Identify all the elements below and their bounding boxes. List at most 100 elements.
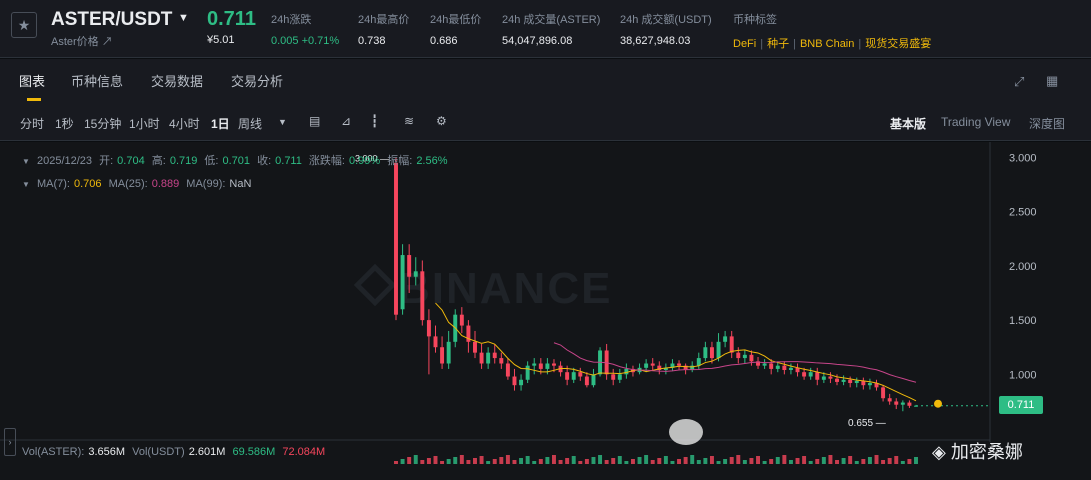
- tab-trading-data[interactable]: 交易数据: [151, 74, 204, 89]
- candle-body: [492, 352, 497, 359]
- volume-bar: [571, 456, 576, 464]
- candlestick-icon[interactable]: ┇: [371, 114, 379, 128]
- volume-bar: [821, 457, 826, 464]
- live-dot: [934, 399, 942, 408]
- candle-body: [854, 380, 859, 384]
- stat-24h-change: 24h涨跌 0.005 +0.71%: [271, 11, 339, 47]
- stat-24h-volume: 24h 成交量(ASTER) 54,047,896.08: [502, 11, 600, 47]
- volume-bar: [881, 460, 886, 464]
- tag-bnb-chain[interactable]: BNB Chain: [799, 38, 855, 50]
- low-price-label: 0.655 —: [848, 418, 886, 429]
- volume-bar: [499, 457, 504, 464]
- symbol-subtitle-link[interactable]: Aster价格 ↗: [51, 36, 113, 48]
- chevron-down-icon[interactable]: ▼: [178, 12, 189, 24]
- amplitude-label: 振幅:: [387, 155, 413, 167]
- volume-bar: [400, 459, 405, 464]
- candle-body: [742, 354, 747, 359]
- volume-bar: [703, 458, 708, 464]
- ma7-label: MA(7):: [36, 178, 70, 190]
- volume-bar: [617, 456, 622, 464]
- volume-bar: [604, 460, 609, 464]
- volume-bar: [663, 456, 668, 464]
- candle-body: [532, 363, 537, 366]
- ma7-line: [435, 302, 917, 402]
- volume-bar: [841, 458, 846, 464]
- timeframe-line[interactable]: 分时: [20, 117, 45, 131]
- indicator-icon[interactable]: ≋: [404, 114, 415, 128]
- candle-body: [782, 365, 787, 371]
- open-label: 开:: [99, 155, 114, 167]
- star-favorite-icon[interactable]: ★: [11, 12, 37, 38]
- candle-body: [828, 376, 833, 379]
- volume-bar: [545, 457, 550, 464]
- candle-body: [578, 372, 583, 377]
- tab-chart[interactable]: 图表: [19, 74, 46, 89]
- candle-body: [440, 347, 445, 364]
- candle-body: [690, 365, 695, 371]
- volume-bar: [591, 457, 596, 464]
- tag-defi[interactable]: DeFi: [733, 38, 757, 50]
- candle-body: [459, 314, 464, 326]
- tag-spot-event[interactable]: 现货交易盛宴: [865, 38, 932, 50]
- caret-down-icon[interactable]: ▼: [278, 117, 287, 127]
- candle-body: [433, 336, 438, 348]
- timeframe-1h[interactable]: 1小时: [129, 117, 160, 131]
- candle-body: [670, 363, 675, 368]
- tab-coin-info[interactable]: 币种信息: [71, 74, 124, 89]
- last-price-cny: ¥5.01: [207, 34, 235, 46]
- chart-type-icon[interactable]: ⊿: [341, 114, 352, 128]
- timeframe-4h[interactable]: 4小时: [169, 117, 200, 131]
- timeframe-1s[interactable]: 1秒: [55, 117, 74, 131]
- stat-value: 0.005 +0.71%: [271, 35, 340, 47]
- expand-icon[interactable]: ⤢: [1014, 74, 1025, 89]
- tag-seed[interactable]: 种子: [767, 38, 790, 50]
- settings-icon[interactable]: ⚙: [436, 114, 447, 128]
- volume-bar: [565, 458, 570, 464]
- volume-bar: [690, 455, 695, 464]
- volume-bar: [815, 459, 820, 464]
- expand-panel-handle[interactable]: ›: [4, 428, 16, 456]
- author-name: 加密桑娜: [950, 442, 1023, 462]
- candle-body: [802, 372, 807, 377]
- volume-bar: [749, 458, 754, 464]
- tags-label: 币种标签: [733, 14, 777, 26]
- candle-body: [788, 367, 793, 371]
- view-tradingview[interactable]: Trading View: [941, 115, 1011, 129]
- ma25-line: [553, 342, 917, 383]
- high-label: 高:: [151, 155, 166, 167]
- stat-label: 24h 成交额(USDT): [620, 14, 712, 26]
- candlestick-chart[interactable]: 3.000 2.500 2.000 1.500 1.000 3.000 — 0.655 —: [0, 142, 1091, 480]
- volume-bar: [453, 457, 458, 464]
- candle-body: [426, 320, 431, 337]
- candle-body: [867, 383, 872, 386]
- tab-trading-analysis[interactable]: 交易分析: [231, 74, 284, 89]
- chart-area[interactable]: BINANCE 3.000 2.500 2.000 1.500 1.000 3.000 —…: [0, 142, 1091, 480]
- timeframe-weekly[interactable]: 周线: [238, 117, 263, 131]
- layout-grid-icon[interactable]: ▦: [1046, 73, 1059, 88]
- view-basic[interactable]: 基本版: [890, 117, 927, 131]
- volume-bar: [723, 459, 728, 464]
- volume-bar: [887, 458, 892, 464]
- volume-bar: [459, 455, 464, 464]
- last-price-axis-label: 0.711: [999, 396, 1043, 414]
- candle-body: [519, 379, 524, 386]
- stat-24h-low: 24h最低价 0.686: [430, 11, 481, 47]
- candle-body: [499, 358, 504, 364]
- volume-bar: [848, 456, 853, 464]
- vol-aster-label: Vol(ASTER):: [22, 446, 85, 458]
- volume-bar: [788, 460, 793, 464]
- close-value: 0.711: [275, 155, 302, 167]
- stat-24h-turnover: 24h 成交额(USDT) 38,627,948.03: [620, 11, 712, 47]
- volume-bar: [861, 459, 866, 464]
- open-value: 0.704: [117, 155, 145, 167]
- view-depth[interactable]: 深度图: [1029, 117, 1066, 131]
- candle-body: [703, 347, 708, 359]
- stat-value: 54,047,896.08: [502, 35, 573, 47]
- symbol-title[interactable]: ASTER/USDT: [51, 9, 173, 30]
- timeframe-15m[interactable]: 15分钟: [84, 117, 122, 131]
- timeframe-1d[interactable]: 1日: [211, 117, 230, 131]
- candle-body: [663, 367, 668, 371]
- calendar-icon[interactable]: ▤: [309, 114, 321, 128]
- volume-bar: [683, 457, 688, 464]
- legend-date: 2025/12/23: [36, 155, 93, 167]
